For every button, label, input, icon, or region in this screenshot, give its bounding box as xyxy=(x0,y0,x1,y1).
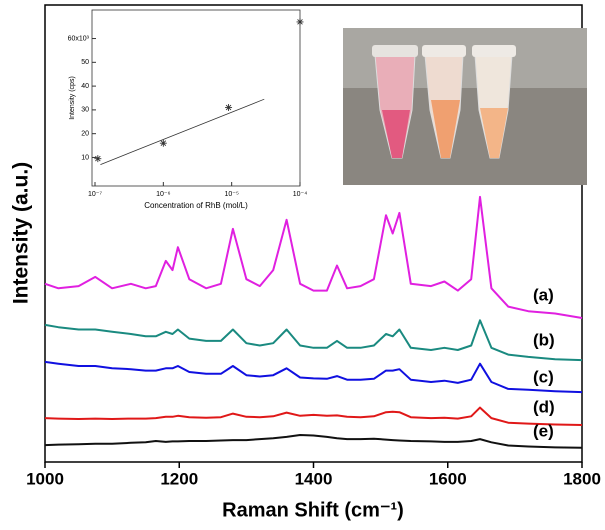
spectrum-line xyxy=(44,360,583,394)
inset-y-tick-label: 20 xyxy=(81,131,89,138)
series-label: (d) xyxy=(533,397,555,416)
inset-background xyxy=(62,8,304,213)
inset-y-label: Intensity (cps) xyxy=(69,76,76,120)
inset-frame xyxy=(91,9,301,187)
inset-x-tick-label: 10⁻⁴ xyxy=(293,191,308,198)
spectrum-line xyxy=(44,319,583,362)
series-label: (b) xyxy=(533,330,555,349)
inset-y-tick-label: 40 xyxy=(81,83,89,90)
y-axis-label: Intensity (a.u.) xyxy=(10,162,33,304)
fit-line xyxy=(100,98,265,165)
series-label: (e) xyxy=(533,421,554,440)
x-axis-label: Raman Shift (cm⁻¹) xyxy=(222,499,404,521)
x-tick-label: 1000 xyxy=(26,469,64,488)
inset-y-tick-label: 10 xyxy=(81,154,89,161)
x-tick-label: 1200 xyxy=(160,469,198,488)
data-point xyxy=(159,139,167,147)
inset-y-tick-label: 50 xyxy=(81,59,89,66)
data-point xyxy=(94,155,102,163)
photo xyxy=(343,28,587,185)
inset-x-tick-label: 10⁻⁵ xyxy=(224,191,238,198)
series-label: (c) xyxy=(533,367,554,386)
data-point xyxy=(296,18,304,26)
spectrum-line xyxy=(44,195,583,319)
inset-y-tick-label: 30 xyxy=(81,107,89,114)
x-tick-label: 1800 xyxy=(563,469,601,488)
x-tick-label: 1600 xyxy=(429,469,467,488)
inset-x-label: Concentration of RhB (mol/L) xyxy=(144,201,248,210)
spectrum-line xyxy=(44,406,583,426)
inset-x-tick-label: 10⁻⁶ xyxy=(156,191,170,198)
inset-x-tick-label: 10⁻⁷ xyxy=(88,191,102,198)
inset-y-tick-label: 60x10³ xyxy=(68,35,90,42)
spectrum-line xyxy=(44,434,583,449)
data-point xyxy=(225,104,233,112)
x-tick-label: 1400 xyxy=(295,469,333,488)
series-label: (a) xyxy=(533,285,554,304)
